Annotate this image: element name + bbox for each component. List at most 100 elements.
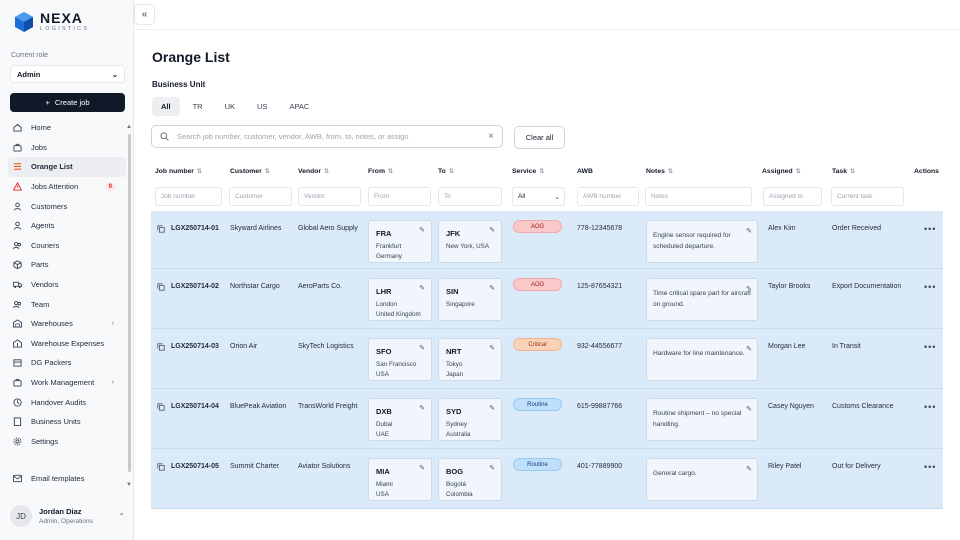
tab-tr[interactable]: TR bbox=[192, 102, 203, 111]
chevron-down-icon: ⌄ bbox=[111, 69, 118, 79]
sidebar-item-orange-list[interactable]: Orange List bbox=[8, 157, 126, 177]
filter-awb-input[interactable]: AWB number bbox=[577, 187, 639, 206]
more-actions-icon[interactable]: ••• bbox=[924, 282, 937, 292]
clear-search-icon[interactable]: × bbox=[488, 131, 494, 142]
search-icon bbox=[160, 132, 169, 141]
column-header-service[interactable]: Service ⇅ bbox=[512, 168, 544, 175]
to-location[interactable]: BOG Bogotá Colombia ✎ bbox=[438, 458, 502, 501]
notes-box[interactable]: Time critical spare part for aircraft on… bbox=[646, 278, 758, 321]
sidebar-scrollbar[interactable] bbox=[128, 134, 131, 472]
sidebar-item-warehouses[interactable]: Warehouses › bbox=[8, 314, 126, 334]
sidebar-item-handover-audits[interactable]: Handover Audits bbox=[8, 392, 126, 412]
create-job-button[interactable]: + Create job bbox=[10, 93, 125, 112]
sidebar-item-parts[interactable]: Parts bbox=[8, 255, 126, 275]
sidebar-item-jobs[interactable]: Jobs bbox=[8, 138, 126, 158]
edit-icon[interactable]: ✎ bbox=[419, 285, 425, 292]
sidebar-item-label: Warehouses bbox=[31, 319, 73, 329]
to-location[interactable]: NRT Tokyo Japan ✎ bbox=[438, 338, 502, 381]
filter-to-input[interactable]: To bbox=[438, 187, 502, 206]
edit-icon[interactable]: ✎ bbox=[419, 465, 425, 472]
column-header-assigned[interactable]: Assigned ⇅ bbox=[762, 168, 801, 175]
job-number[interactable]: LGX250714-04 bbox=[171, 403, 219, 410]
filter-service-select[interactable]: All ⌄ bbox=[512, 187, 565, 206]
from-location[interactable]: MIA Miami USA ✎ bbox=[368, 458, 432, 501]
column-header-job-number[interactable]: Job number ⇅ bbox=[155, 168, 202, 175]
sidebar-item-warehouse-expenses[interactable]: Warehouse Expenses bbox=[8, 334, 126, 354]
to-location[interactable]: JFK New York, USA ✎ bbox=[438, 220, 502, 263]
search-input[interactable]: Search job number, customer, vendor, AWB… bbox=[151, 125, 503, 148]
more-actions-icon[interactable]: ••• bbox=[924, 342, 937, 352]
sidebar-item-home[interactable]: Home bbox=[8, 118, 126, 138]
more-actions-icon[interactable]: ••• bbox=[924, 402, 937, 412]
edit-icon[interactable]: ✎ bbox=[489, 285, 495, 292]
scroll-down-arrow[interactable]: ▼ bbox=[126, 482, 132, 488]
copy-icon[interactable] bbox=[157, 225, 165, 233]
edit-icon[interactable]: ✎ bbox=[746, 406, 752, 413]
filter-notes-input[interactable]: Notes bbox=[645, 187, 752, 206]
column-header-vendor[interactable]: Vendor ⇅ bbox=[298, 168, 329, 175]
filter-vendor-input[interactable]: Vendor bbox=[298, 187, 361, 206]
notes-box[interactable]: Engine sensor required for scheduled dep… bbox=[646, 220, 758, 263]
job-number[interactable]: LGX250714-01 bbox=[171, 225, 219, 232]
job-number[interactable]: LGX250714-05 bbox=[171, 463, 219, 470]
sidebar-item-business-units[interactable]: Business Units bbox=[8, 412, 126, 432]
copy-icon[interactable] bbox=[157, 283, 165, 291]
collapse-sidebar-button[interactable]: « bbox=[134, 4, 155, 25]
edit-icon[interactable]: ✎ bbox=[489, 345, 495, 352]
copy-icon[interactable] bbox=[157, 343, 165, 351]
from-location[interactable]: DXB Dubai UAE ✎ bbox=[368, 398, 432, 441]
edit-icon[interactable]: ✎ bbox=[746, 346, 752, 353]
column-header-customer[interactable]: Customer ⇅ bbox=[230, 168, 270, 175]
scroll-up-arrow[interactable]: ▲ bbox=[126, 124, 132, 130]
column-header-to[interactable]: To ⇅ bbox=[438, 168, 454, 175]
job-number[interactable]: LGX250714-03 bbox=[171, 343, 219, 350]
sidebar-item-couriers[interactable]: Couriers bbox=[8, 236, 126, 256]
filter-assigned-input[interactable]: Assigned to bbox=[763, 187, 822, 206]
column-header-notes[interactable]: Notes ⇅ bbox=[646, 168, 673, 175]
job-number[interactable]: LGX250714-02 bbox=[171, 283, 219, 290]
sidebar-item-email-templates[interactable]: Email templates bbox=[8, 469, 126, 489]
edit-icon[interactable]: ✎ bbox=[746, 466, 752, 473]
to-location[interactable]: SYD Sydney Australia ✎ bbox=[438, 398, 502, 441]
edit-icon[interactable]: ✎ bbox=[489, 227, 495, 234]
sidebar-item-vendors[interactable]: Vendors bbox=[8, 275, 126, 295]
edit-icon[interactable]: ✎ bbox=[746, 286, 752, 293]
tab-apac[interactable]: APAC bbox=[289, 102, 310, 111]
tab-us[interactable]: US bbox=[257, 102, 268, 111]
filter-job-input[interactable]: Job number bbox=[155, 187, 222, 206]
edit-icon[interactable]: ✎ bbox=[746, 228, 752, 235]
edit-icon[interactable]: ✎ bbox=[489, 405, 495, 412]
sidebar-item-customers[interactable]: Customers bbox=[8, 196, 126, 216]
tab-uk[interactable]: UK bbox=[224, 102, 236, 111]
from-location[interactable]: LHR London United Kingdom ✎ bbox=[368, 278, 432, 321]
filter-from-input[interactable]: From bbox=[368, 187, 431, 206]
clear-all-button[interactable]: Clear all bbox=[514, 126, 565, 149]
edit-icon[interactable]: ✎ bbox=[489, 465, 495, 472]
notes-box[interactable]: General cargo. ✎ bbox=[646, 458, 758, 501]
notes-box[interactable]: Routine shipment – no special handling. ✎ bbox=[646, 398, 758, 441]
sidebar-item-agents[interactable]: Agents bbox=[8, 216, 126, 236]
user-menu[interactable]: JD Jordan Diaz Admin, Operations ⌃ bbox=[10, 505, 125, 527]
edit-icon[interactable]: ✎ bbox=[419, 227, 425, 234]
more-actions-icon[interactable]: ••• bbox=[924, 224, 937, 234]
copy-icon[interactable] bbox=[157, 403, 165, 411]
from-location[interactable]: FRA Frankfurt Germany ✎ bbox=[368, 220, 432, 263]
sidebar-item-settings[interactable]: Settings bbox=[8, 432, 126, 452]
column-header-task[interactable]: Task ⇅ bbox=[832, 168, 855, 175]
notes-box[interactable]: Hardware for line maintenance. ✎ bbox=[646, 338, 758, 381]
sidebar-item-work-management[interactable]: Work Management › bbox=[8, 373, 126, 393]
edit-icon[interactable]: ✎ bbox=[419, 405, 425, 412]
sidebar-item-team[interactable]: Team bbox=[8, 294, 126, 314]
copy-icon[interactable] bbox=[157, 463, 165, 471]
role-select[interactable]: Admin ⌄ bbox=[10, 65, 125, 83]
column-header-from[interactable]: From ⇅ bbox=[368, 168, 393, 175]
filter-customer-input[interactable]: Customer bbox=[229, 187, 292, 206]
sidebar-item-dg-packers[interactable]: DG Packers bbox=[8, 353, 126, 373]
more-actions-icon[interactable]: ••• bbox=[924, 462, 937, 472]
to-location[interactable]: SIN Singapore ✎ bbox=[438, 278, 502, 321]
tab-all[interactable]: All bbox=[152, 97, 180, 116]
filter-task-input[interactable]: Current task bbox=[831, 187, 904, 206]
edit-icon[interactable]: ✎ bbox=[419, 345, 425, 352]
sidebar-item-jobs-attention[interactable]: Jobs Attention 9 bbox=[8, 177, 126, 197]
from-location[interactable]: SFO San Francisco USA ✎ bbox=[368, 338, 432, 381]
